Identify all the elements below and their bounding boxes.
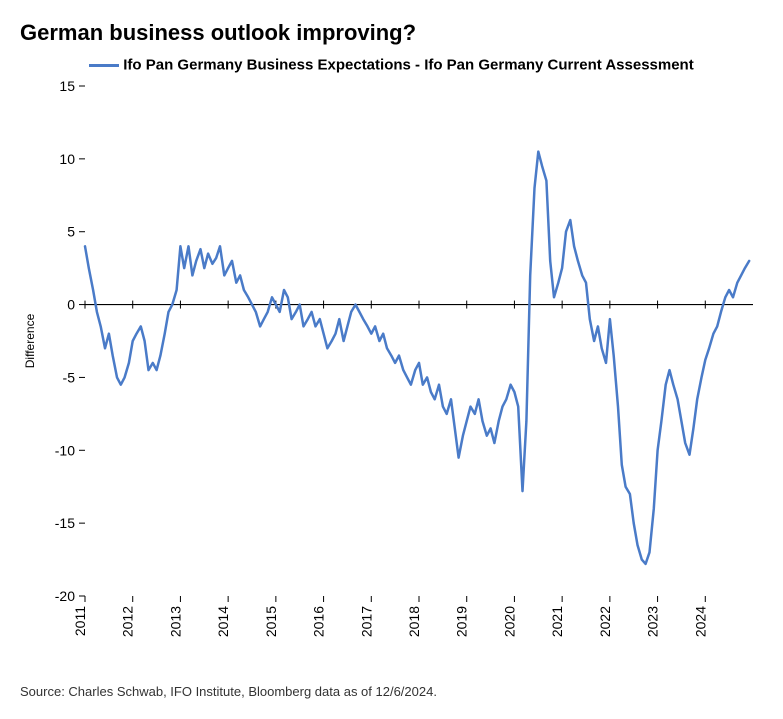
svg-text:-10: -10 (55, 442, 75, 458)
svg-text:2024: 2024 (692, 605, 708, 636)
svg-text:-15: -15 (55, 515, 75, 531)
svg-text:2015: 2015 (263, 605, 279, 636)
chart-legend: Ifo Pan Germany Business Expectations - … (20, 56, 763, 74)
chart-title: German business outlook improving? (20, 20, 763, 46)
svg-text:0: 0 (67, 296, 75, 312)
svg-text:-20: -20 (55, 588, 75, 604)
legend-label: Ifo Pan Germany Business Expectations - … (123, 57, 693, 74)
svg-text:2014: 2014 (215, 605, 231, 636)
svg-text:10: 10 (59, 150, 75, 166)
chart-source: Source: Charles Schwab, IFO Institute, B… (20, 684, 763, 699)
svg-text:5: 5 (67, 223, 75, 239)
svg-text:2017: 2017 (358, 605, 374, 636)
svg-text:2011: 2011 (72, 605, 88, 635)
svg-text:2021: 2021 (549, 605, 565, 636)
svg-text:2016: 2016 (311, 605, 327, 636)
svg-text:Difference: Difference (23, 313, 37, 368)
chart-container: German business outlook improving? Ifo P… (20, 20, 763, 699)
svg-text:2020: 2020 (501, 605, 517, 636)
svg-text:2022: 2022 (597, 605, 613, 636)
svg-text:2013: 2013 (167, 605, 183, 636)
svg-text:2019: 2019 (454, 605, 470, 636)
svg-text:2023: 2023 (645, 605, 661, 636)
line-chart: -20 -15 -10 -5 0 5 10 15 2011 2012 2013 2014 2015 201… (20, 76, 763, 656)
svg-text:2018: 2018 (406, 605, 422, 636)
svg-text:15: 15 (59, 78, 75, 94)
legend-swatch (89, 64, 119, 67)
svg-text:-5: -5 (63, 369, 76, 385)
svg-text:2012: 2012 (120, 605, 136, 636)
